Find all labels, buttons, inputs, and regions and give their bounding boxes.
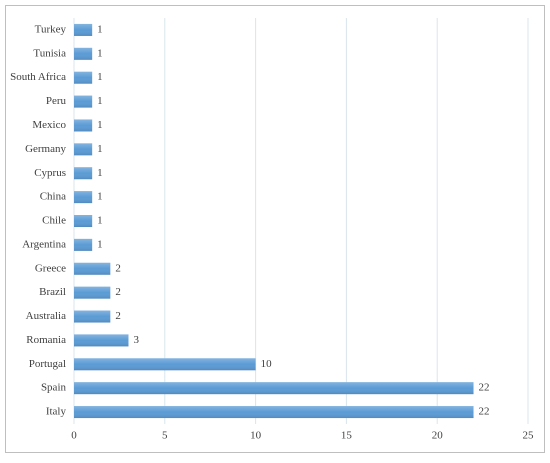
x-tick-label: 5 bbox=[162, 430, 168, 442]
bar-shade bbox=[74, 406, 474, 419]
y-tick-label: Chile bbox=[42, 215, 66, 227]
data-label: 1 bbox=[97, 23, 103, 35]
bar-shade bbox=[74, 167, 93, 180]
y-tick-label: Mexico bbox=[32, 119, 66, 131]
x-tick-label: 15 bbox=[341, 430, 353, 442]
data-label: 1 bbox=[97, 167, 103, 179]
y-tick-label: Spain bbox=[41, 382, 67, 394]
data-label: 1 bbox=[97, 119, 103, 131]
data-label: 1 bbox=[97, 215, 103, 227]
x-tick-label: 20 bbox=[432, 430, 444, 442]
y-tick-label: China bbox=[40, 191, 66, 203]
x-tick-label: 0 bbox=[71, 430, 77, 442]
bar-shade bbox=[74, 382, 474, 395]
y-tick-label: Turkey bbox=[35, 23, 67, 35]
bar-shade bbox=[74, 119, 93, 132]
bar-shade bbox=[74, 262, 111, 275]
y-tick-label: Romania bbox=[26, 334, 66, 346]
bar-shade bbox=[74, 23, 93, 36]
y-tick-label: Tunisia bbox=[33, 47, 66, 59]
bar-shade bbox=[74, 191, 93, 204]
y-tick-label: Italy bbox=[46, 406, 67, 418]
data-label: 1 bbox=[97, 191, 103, 203]
data-label: 1 bbox=[97, 95, 103, 107]
bar-shade bbox=[74, 47, 93, 60]
data-label: 22 bbox=[479, 382, 490, 394]
x-tick-label: 10 bbox=[250, 430, 262, 442]
y-tick-label: South Africa bbox=[10, 71, 66, 83]
chart-border bbox=[5, 5, 545, 453]
data-label: 3 bbox=[133, 334, 139, 346]
x-tick-label: 25 bbox=[523, 430, 535, 442]
bar-shade bbox=[74, 238, 93, 251]
data-label: 22 bbox=[479, 406, 490, 418]
data-label: 2 bbox=[115, 262, 121, 274]
y-tick-label: Greece bbox=[35, 262, 66, 274]
data-label: 1 bbox=[97, 238, 103, 250]
bar-shade bbox=[74, 286, 111, 299]
y-tick-label: Peru bbox=[46, 95, 67, 107]
y-tick-label: Germany bbox=[25, 143, 66, 155]
y-tick-label: Cyprus bbox=[34, 167, 66, 179]
data-label: 10 bbox=[261, 358, 273, 370]
y-tick-label: Argentina bbox=[22, 238, 66, 250]
data-label: 1 bbox=[97, 143, 103, 155]
bar-shade bbox=[74, 143, 93, 156]
y-tick-label: Brazil bbox=[39, 286, 66, 298]
bar-shade bbox=[74, 95, 93, 108]
bar-shade bbox=[74, 334, 129, 347]
y-tick-label: Portugal bbox=[29, 358, 66, 370]
data-label: 2 bbox=[115, 286, 121, 298]
bar-shade bbox=[74, 358, 256, 371]
y-tick-label: Australia bbox=[26, 310, 66, 322]
bar-shade bbox=[74, 71, 93, 84]
data-label: 1 bbox=[97, 47, 103, 59]
data-label: 2 bbox=[115, 310, 121, 322]
bar-shade bbox=[74, 215, 93, 227]
bar-shade bbox=[74, 310, 111, 323]
data-label: 1 bbox=[97, 71, 103, 83]
